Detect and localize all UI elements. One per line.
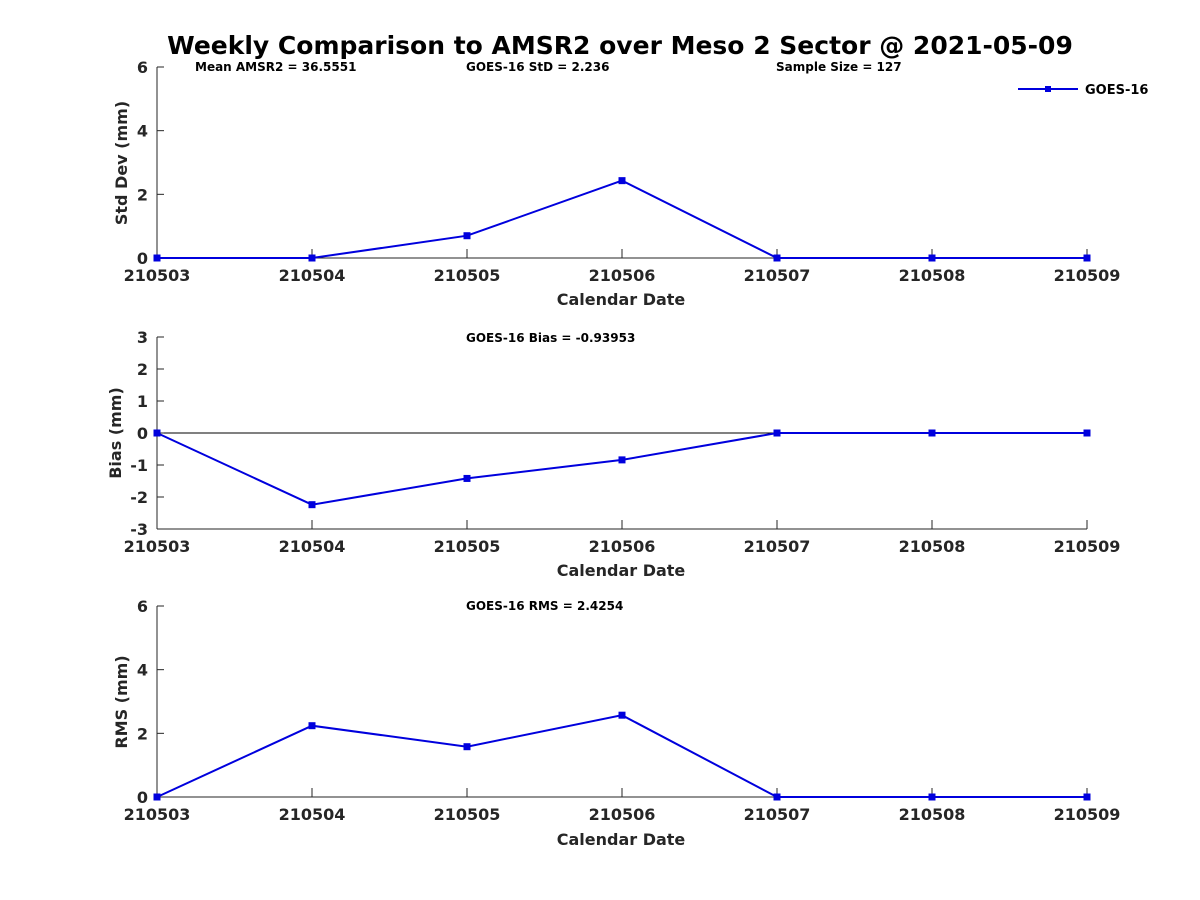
data-point (153, 793, 161, 801)
y-tick-label: 4 (137, 661, 148, 680)
y-tick-label: 2 (137, 360, 148, 379)
data-point (928, 429, 936, 437)
data-point (308, 254, 316, 262)
x-tick-label: 210505 (434, 266, 501, 285)
x-tick-label: 210508 (899, 805, 966, 824)
std-annotation: GOES-16 StD = 2.236 (466, 60, 609, 74)
x-tick-label: 210504 (279, 805, 346, 824)
y-tick-label: 6 (137, 597, 148, 616)
data-point (1083, 793, 1091, 801)
x-tick-label: 210504 (279, 266, 346, 285)
bias-panel: GOES-16 Bias = -0.93953 Bias (mm) Calend… (106, 328, 1120, 580)
data-point (308, 722, 316, 730)
data-point (308, 501, 316, 509)
y-axis-label: RMS (mm) (112, 655, 131, 748)
x-tick-label: 210505 (434, 537, 501, 556)
data-point (463, 232, 471, 240)
y-tick-label: 0 (137, 424, 148, 443)
data-point (463, 474, 471, 482)
y-tick-label: 0 (137, 788, 148, 807)
x-tick-label: 210509 (1054, 266, 1121, 285)
x-tick-label: 210503 (124, 537, 191, 556)
data-point (153, 429, 161, 437)
data-point (1083, 429, 1091, 437)
x-tick-label: 210506 (589, 805, 656, 824)
y-tick-label: 3 (137, 328, 148, 347)
y-tick-label: -2 (130, 488, 148, 507)
data-point (773, 254, 781, 262)
rms-annotation: GOES-16 RMS = 2.4254 (466, 599, 623, 613)
data-point (773, 793, 781, 801)
x-axis-label: Calendar Date (557, 830, 686, 849)
data-point (463, 743, 471, 751)
x-tick-label: 210507 (744, 537, 811, 556)
x-tick-label: 210503 (124, 266, 191, 285)
x-tick-label: 210504 (279, 537, 346, 556)
x-tick-label: 210508 (899, 537, 966, 556)
x-tick-label: 210503 (124, 805, 191, 824)
rms-panel: GOES-16 RMS = 2.4254 RMS (mm) Calendar D… (112, 597, 1120, 849)
x-tick-label: 210507 (744, 805, 811, 824)
y-tick-label: 2 (137, 724, 148, 743)
mean-amsr2-annotation: Mean AMSR2 = 36.5551 (195, 60, 356, 74)
x-tick-label: 210507 (744, 266, 811, 285)
y-tick-label: 6 (137, 58, 148, 77)
data-point (773, 429, 781, 437)
data-point (928, 793, 936, 801)
y-tick-label: -1 (130, 456, 148, 475)
series-line (156, 432, 1087, 506)
data-point (618, 177, 626, 185)
x-tick-label: 210506 (589, 266, 656, 285)
data-point (153, 254, 161, 262)
x-tick-label: 210508 (899, 266, 966, 285)
series-line (156, 714, 1087, 798)
y-tick-label: 1 (137, 392, 148, 411)
y-axis-label: Bias (mm) (106, 387, 125, 479)
chart-title: Weekly Comparison to AMSR2 over Meso 2 S… (167, 31, 1073, 60)
x-axis-label: Calendar Date (557, 561, 686, 580)
y-axis-label: Std Dev (mm) (112, 101, 131, 225)
legend-marker (1045, 86, 1051, 92)
data-point (928, 254, 936, 262)
y-tick-label: -3 (130, 520, 148, 539)
data-point (618, 711, 626, 719)
y-tick-label: 4 (137, 122, 148, 141)
legend-label: GOES-16 (1085, 83, 1148, 98)
series-line (157, 179, 1087, 259)
sample-size-annotation: Sample Size = 127 (776, 60, 902, 74)
x-tick-label: 210509 (1054, 805, 1121, 824)
std-dev-panel: Mean AMSR2 = 36.5551 GOES-16 StD = 2.236… (112, 58, 1120, 309)
legend: GOES-16 (1018, 83, 1148, 98)
x-axis-label: Calendar Date (557, 290, 686, 309)
x-tick-label: 210506 (589, 537, 656, 556)
y-tick-label: 2 (137, 185, 148, 204)
data-point (1083, 254, 1091, 262)
x-tick-label: 210505 (434, 805, 501, 824)
x-tick-label: 210509 (1054, 537, 1121, 556)
data-point (618, 456, 626, 464)
y-tick-label: 0 (137, 249, 148, 268)
bias-annotation: GOES-16 Bias = -0.93953 (466, 331, 635, 345)
